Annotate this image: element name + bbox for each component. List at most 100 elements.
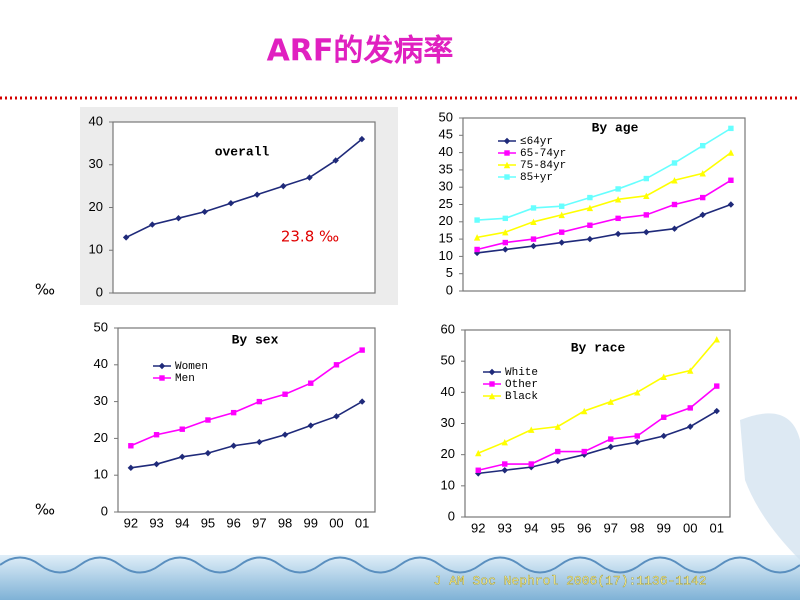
x-tick-label: 97 — [604, 520, 618, 535]
data-point — [713, 336, 720, 343]
legend-label: Men — [175, 373, 195, 385]
data-point — [699, 211, 706, 219]
legend-label: Black — [505, 391, 538, 403]
data-point — [714, 383, 720, 389]
y-tick-label: 40 — [439, 144, 453, 159]
y-tick-label: 50 — [441, 353, 455, 368]
wave — [0, 556, 800, 574]
legend-label: ≤64yr — [520, 136, 553, 148]
data-point — [587, 222, 593, 228]
data-point — [175, 214, 182, 222]
data-point — [660, 373, 667, 380]
x-tick-label: 95 — [551, 520, 565, 535]
legend-label: 65-74yr — [520, 148, 566, 160]
data-point — [558, 211, 565, 219]
data-point — [475, 467, 481, 473]
chart-title: By sex — [232, 332, 279, 347]
plot-area — [112, 121, 376, 294]
data-point — [727, 149, 735, 156]
legend-marker — [489, 381, 495, 387]
x-tick-label: 92 — [471, 520, 485, 535]
x-tick-label: 01 — [355, 515, 369, 530]
data-point — [332, 157, 339, 164]
y-tick-label: 0 — [101, 503, 108, 518]
data-point — [502, 215, 508, 222]
y-tick-label: 30 — [439, 179, 453, 194]
data-point — [282, 391, 288, 397]
data-point — [728, 125, 734, 132]
data-point — [501, 467, 508, 474]
y-tick-label: 40 — [441, 384, 455, 399]
data-point — [558, 239, 565, 246]
y-tick-label: 0 — [96, 284, 103, 299]
data-point — [559, 229, 565, 235]
x-tick-label: 99 — [304, 515, 318, 530]
series-line — [476, 151, 732, 239]
data-point — [358, 398, 366, 405]
series-line — [476, 179, 732, 251]
data-point — [671, 225, 678, 232]
data-point — [502, 239, 508, 246]
y-tick-label: 20 — [441, 446, 455, 461]
data-point — [204, 449, 212, 457]
data-point — [474, 217, 480, 223]
data-point — [179, 453, 186, 460]
y-tick-label: 5 — [446, 265, 453, 280]
data-point — [359, 347, 365, 353]
data-point — [530, 205, 537, 211]
chart-title: By race — [571, 340, 626, 355]
x-tick-label: 01 — [710, 520, 724, 535]
data-point — [128, 443, 134, 449]
y-tick-label: 30 — [94, 393, 108, 408]
y-tick-label: 20 — [439, 213, 453, 228]
y-tick-label: 40 — [94, 356, 108, 371]
y-tick-label: 10 — [89, 242, 103, 257]
series-line — [130, 349, 363, 447]
data-point — [700, 142, 706, 149]
data-point — [614, 230, 622, 238]
y-tick-label: 50 — [94, 319, 108, 334]
data-point — [727, 201, 735, 208]
legend-label: White — [505, 367, 538, 379]
chart-title: overall — [215, 144, 270, 159]
data-point — [700, 194, 706, 201]
data-point — [634, 433, 640, 439]
x-tick-label: 97 — [252, 515, 266, 530]
plot-area — [117, 327, 376, 513]
data-point — [687, 423, 694, 430]
data-point — [201, 208, 208, 215]
x-tick-label: 99 — [657, 520, 671, 535]
y-tick-label: 35 — [439, 161, 453, 176]
data-point — [554, 457, 561, 465]
legend-marker — [488, 392, 496, 400]
x-tick-label: 96 — [577, 520, 591, 535]
dragon-decoration — [740, 413, 800, 560]
data-point — [671, 160, 678, 166]
data-point — [713, 407, 720, 415]
data-point — [634, 439, 641, 446]
x-tick-label: 98 — [278, 515, 292, 530]
y-tick-label: 10 — [94, 467, 108, 482]
y-tick-label: 50 — [439, 109, 453, 124]
data-point — [586, 235, 594, 243]
series-line — [477, 127, 732, 221]
data-point — [333, 362, 340, 368]
data-point — [205, 417, 211, 423]
series-line — [478, 410, 718, 475]
data-point — [501, 439, 508, 446]
citation: J AM Soc Nephrol 2006(17):1136-1142 — [433, 573, 706, 588]
legend-label: 85+yr — [520, 172, 553, 184]
data-point — [306, 174, 313, 181]
y-tick-label: 10 — [439, 248, 453, 263]
y-tick-label: 20 — [89, 199, 103, 214]
y-tick-label: 10 — [441, 477, 455, 492]
x-tick-label: 93 — [149, 515, 163, 530]
x-tick-label: 00 — [683, 520, 697, 535]
slide-title: ARF的发病率 — [267, 34, 454, 69]
legend-label: Women — [175, 361, 208, 373]
annotation: 23.8 ‰ — [281, 228, 339, 246]
data-point — [530, 236, 537, 242]
series-line — [125, 138, 363, 239]
data-point — [153, 432, 160, 438]
data-point — [671, 177, 678, 184]
